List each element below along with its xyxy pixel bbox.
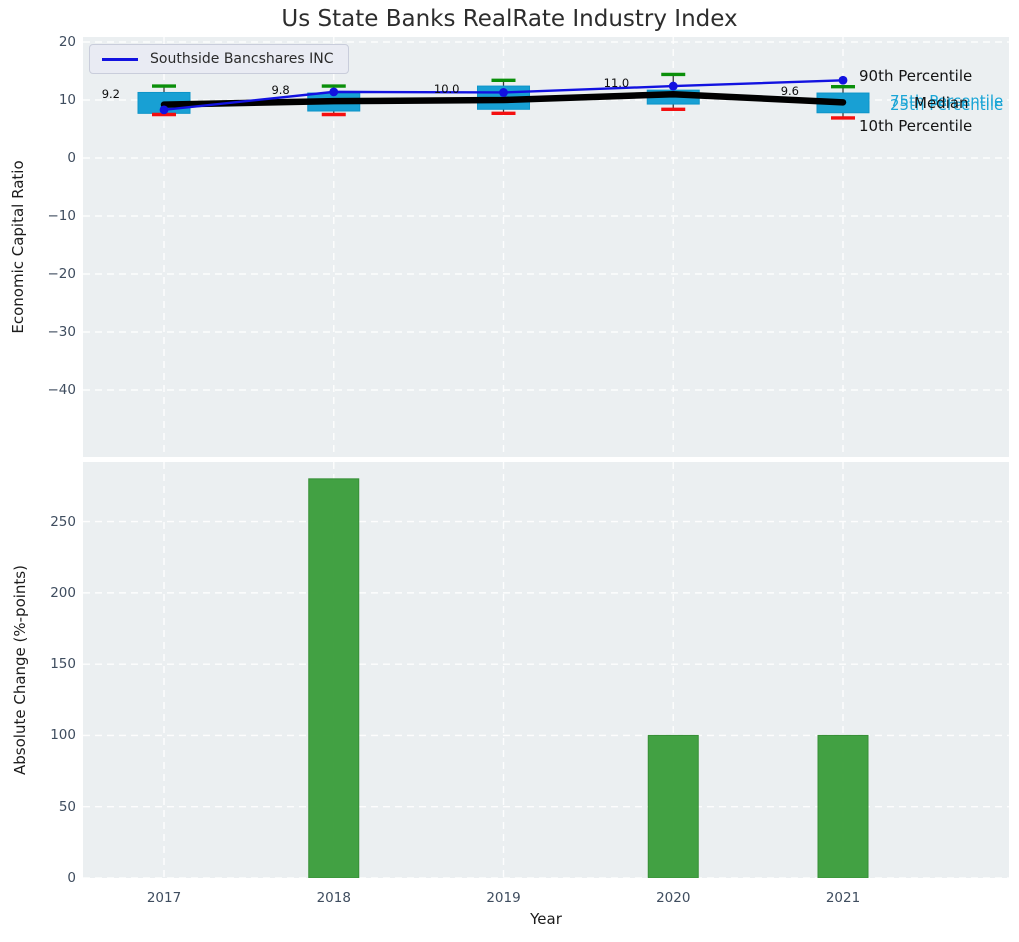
bottom-ytick-label: 100 — [50, 727, 76, 744]
p10-percentile-label: 10th Percentile — [859, 117, 973, 135]
company-marker-2021 — [838, 75, 848, 85]
bottom-ytick-label: 250 — [50, 513, 76, 530]
p90-percentile-label: 90th Percentile — [859, 67, 973, 85]
median-annotation-2020: 11.0 — [603, 76, 630, 91]
legend: Southside Bancshares INC — [89, 44, 349, 74]
top-ytick-label: −10 — [47, 208, 77, 224]
median-annotation-2017: 9.2 — [101, 86, 120, 101]
xtick-label-2019: 2019 — [486, 890, 521, 906]
median-label: Median — [914, 94, 969, 112]
xtick-label-2020: 2020 — [656, 890, 691, 906]
legend-series-label: Southside Bancshares INC — [150, 51, 334, 67]
xtick-label-2021: 2021 — [825, 890, 861, 906]
p75-percentile-label: 75th Percentile — [890, 92, 1004, 110]
median-annotation-2021: 9.6 — [780, 84, 799, 99]
company-marker-2017 — [159, 105, 169, 115]
company-marker-2018 — [329, 87, 339, 97]
median-annotation-2018: 9.8 — [271, 83, 290, 98]
bottom-ytick-label: 0 — [67, 870, 76, 886]
top-ytick-label: 0 — [67, 150, 76, 166]
legend-line-swatch — [102, 57, 138, 61]
xtick-label-2018: 2018 — [316, 890, 351, 906]
chart-title: Us State Banks RealRate Industry Index — [281, 6, 738, 32]
median-line — [160, 90, 847, 108]
top-ytick-label: 10 — [58, 92, 76, 108]
p25-percentile-label: 25th Percentile — [890, 96, 1004, 114]
bottom-y-axis-label: Absolute Change (%-points) — [11, 565, 29, 775]
bar-2020 — [647, 734, 699, 878]
xtick-label-2017: 2017 — [146, 890, 182, 906]
bottom-ytick-label: 50 — [58, 798, 76, 815]
bottom-ytick-label: 200 — [50, 584, 76, 601]
bottom-plot-area — [83, 462, 1009, 878]
top-y-axis-label: Economic Capital Ratio — [9, 160, 27, 334]
top-ytick-label: −20 — [47, 266, 77, 282]
company-marker-2019 — [499, 88, 508, 97]
top-ytick-label: −30 — [47, 324, 77, 340]
top-ytick-label: −40 — [47, 382, 77, 398]
top-plot-area — [83, 37, 1009, 457]
bar-2018 — [308, 478, 360, 878]
median-annotation-2019: 10.0 — [433, 82, 460, 96]
top-ytick-label: 20 — [58, 34, 76, 50]
bottom-ytick-label: 150 — [50, 656, 76, 673]
x-axis-label: Year — [530, 910, 562, 928]
bar-2021 — [817, 734, 869, 878]
company-marker-2020 — [668, 81, 678, 91]
